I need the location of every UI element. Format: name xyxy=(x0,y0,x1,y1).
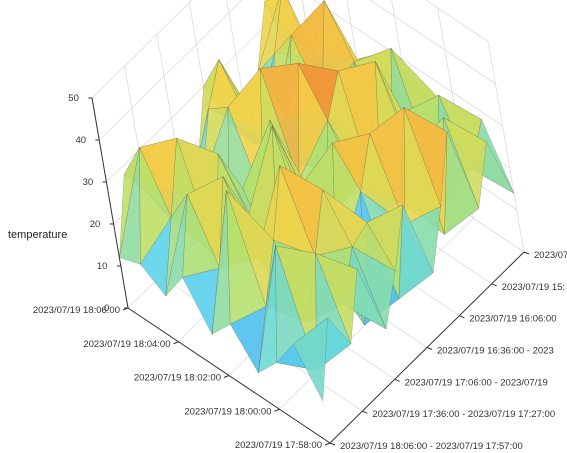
surface-facet xyxy=(292,317,328,402)
x-tick-label: 2023/07/19 16:36:00 - 2023 xyxy=(437,346,554,357)
x-tick-label: 2023/07/19 15: xyxy=(502,282,565,293)
y-tick-label: 2023/07/19 18:02:00 xyxy=(134,373,221,384)
surface-facet xyxy=(139,147,172,266)
y-tick-label: 2023/07/19 17:58:00 xyxy=(235,440,322,451)
z-axis-line xyxy=(91,97,129,309)
y-tick-mark xyxy=(274,408,280,412)
x-tick-label: 2023/07/19 16:06:00 xyxy=(469,314,556,325)
x-tick-label: 2023/07/19 17:06:00 - 2023/07/19 xyxy=(405,377,548,388)
y-tick-mark xyxy=(223,375,230,378)
x-tick-mark xyxy=(426,347,433,350)
z-axis-title: temperature xyxy=(8,229,67,241)
label-layer: temperature 0 10 20 30 40 50 2023/07/19 18:06:… xyxy=(8,93,567,452)
y-tick-mark xyxy=(122,307,129,311)
surface-facet xyxy=(258,245,276,373)
x-tick-label: 2023/07/19 18:06:00 - 2023/07/19 17:57:0… xyxy=(340,441,523,452)
z-tick-label: 10 xyxy=(97,261,108,272)
y-tick-label: 2023/07/19 18:06:00 xyxy=(33,305,120,316)
x-tick-mark xyxy=(459,315,465,319)
z-tick-label: 0 xyxy=(104,303,109,314)
x-tick-mark xyxy=(523,251,530,255)
z-tick-label: 40 xyxy=(75,135,86,146)
x-tick-mark xyxy=(394,378,400,382)
z-tick-label: 30 xyxy=(83,177,94,188)
y-tick-label: 2023/07/19 18:04:00 xyxy=(83,339,170,350)
surface-facet xyxy=(351,221,396,272)
surface-facet xyxy=(165,194,188,297)
z-tick-label: 20 xyxy=(90,219,101,230)
x-tick-mark xyxy=(329,442,336,446)
surface-facet xyxy=(140,216,172,297)
y-tick-mark xyxy=(324,442,331,446)
y-tick-label: 2023/07/19 18:00:00 xyxy=(184,406,271,417)
x-tick-label: 2023/07/19 17:36:00 - 2023/07/19 17:27:0… xyxy=(372,409,555,420)
x-tick-mark xyxy=(491,283,497,287)
y-tick-mark xyxy=(173,341,179,345)
surface-facet xyxy=(119,147,140,258)
x-tick-mark xyxy=(362,410,368,414)
x-tick-label: 2023/07/1 xyxy=(534,250,567,261)
surface-layer xyxy=(119,0,515,402)
z-tick-label: 50 xyxy=(68,93,79,104)
